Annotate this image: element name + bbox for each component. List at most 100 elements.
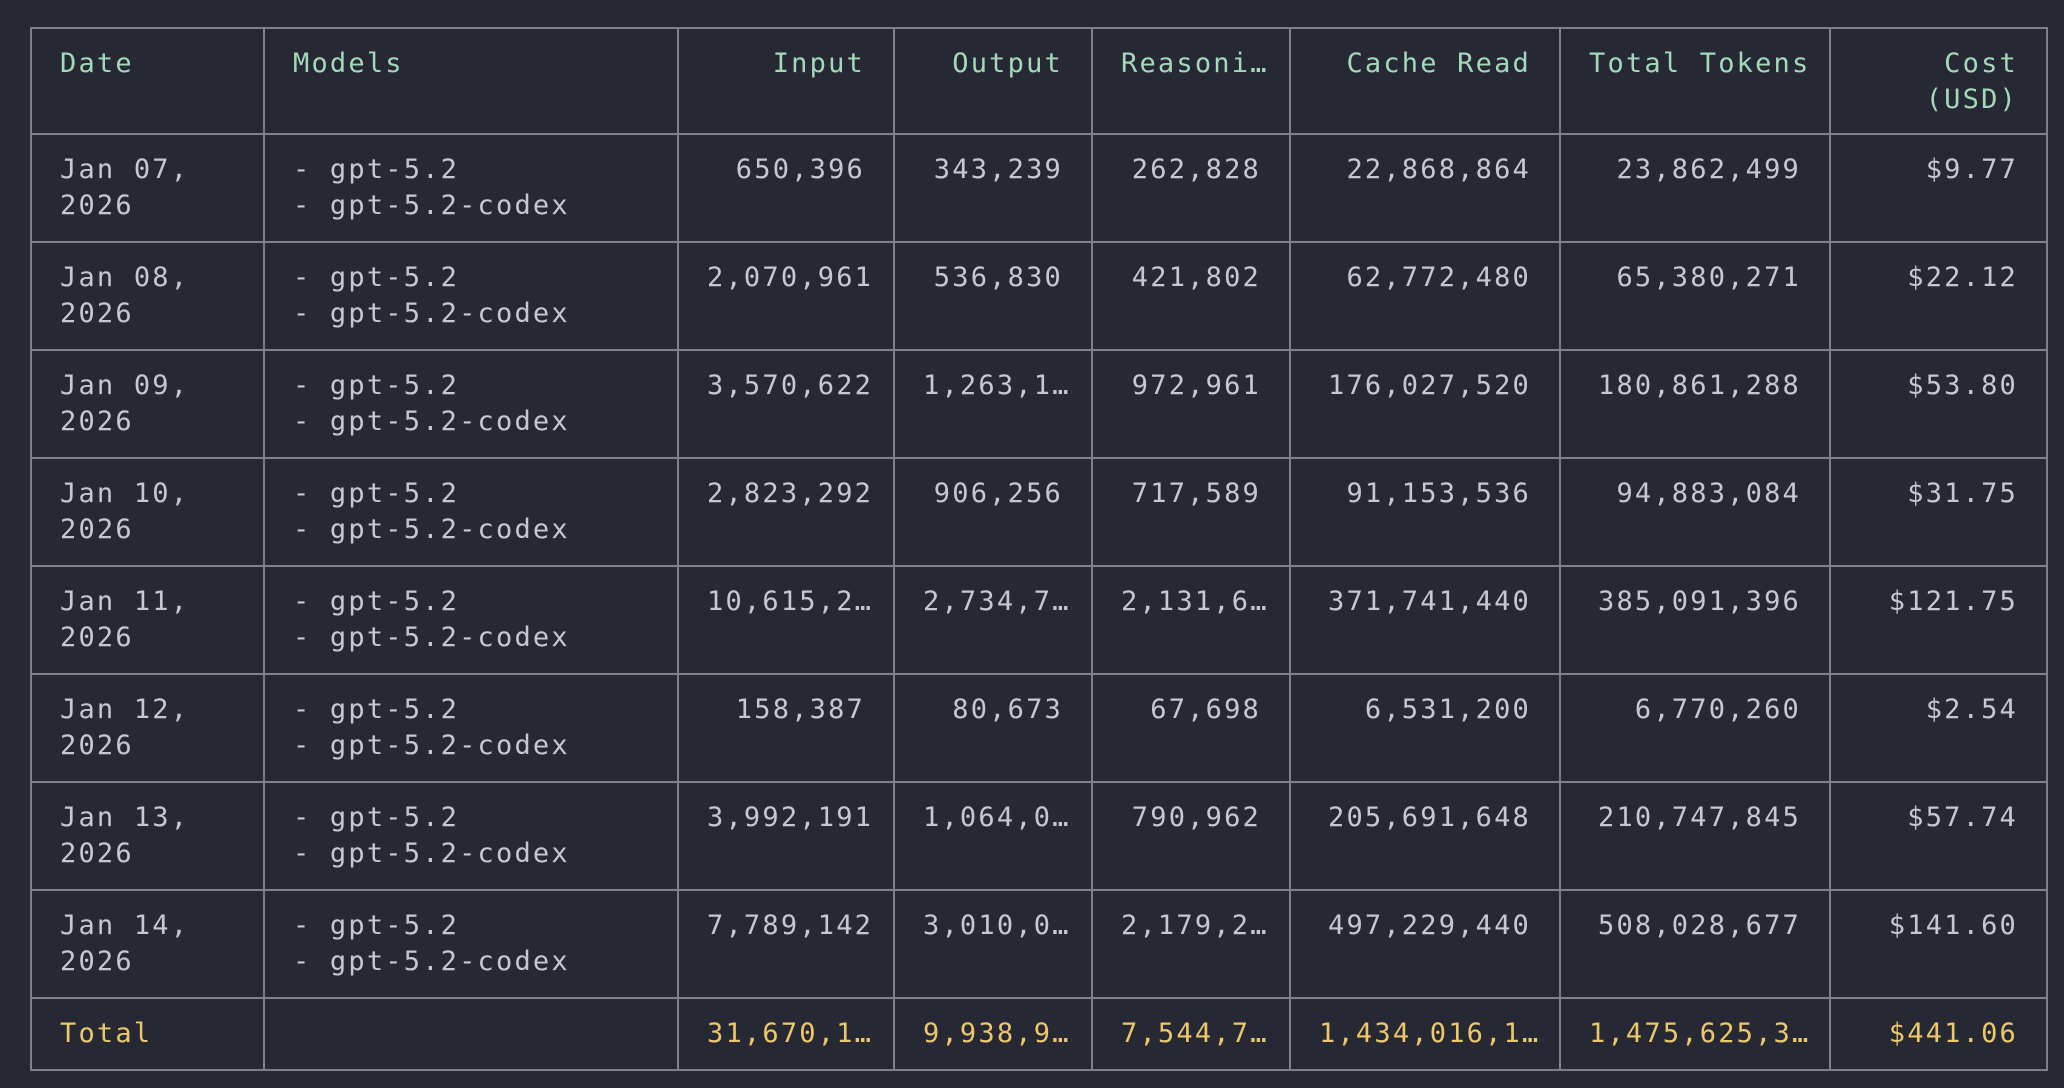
cell-reasoning: 717,589 bbox=[1091, 457, 1291, 567]
cell-date-line1: Jan 13, bbox=[60, 802, 190, 833]
cell-total-tokens: 180,861,288 bbox=[1559, 349, 1831, 459]
cell-date-line2: 2026 bbox=[60, 838, 134, 869]
cell-cache-read: 371,741,440 bbox=[1289, 565, 1561, 675]
cell-total-tokens: 6,770,260 bbox=[1559, 673, 1831, 783]
header-total-tokens: Total Tokens bbox=[1559, 27, 1831, 135]
header-cost: Cost (USD) bbox=[1829, 27, 2048, 135]
cell-output: 1,064,0… bbox=[893, 781, 1093, 891]
cell-models: - gpt-5.2 - gpt-5.2-codex bbox=[263, 457, 679, 567]
cell-date-line2: 2026 bbox=[60, 190, 134, 221]
totals-cost: $441.06 bbox=[1829, 997, 2048, 1071]
cell-model-1: - gpt-5.2 bbox=[293, 694, 460, 725]
cell-reasoning: 2,179,2… bbox=[1091, 889, 1291, 999]
cell-date: Jan 09, 2026 bbox=[30, 349, 265, 459]
cell-model-1: - gpt-5.2 bbox=[293, 262, 460, 293]
cell-model-2: - gpt-5.2-codex bbox=[293, 622, 570, 653]
header-cost-line2: (USD) bbox=[1925, 84, 2018, 115]
cell-date-line1: Jan 07, bbox=[60, 154, 190, 185]
cell-model-1: - gpt-5.2 bbox=[293, 154, 460, 185]
cell-reasoning: 2,131,6… bbox=[1091, 565, 1291, 675]
cell-date: Jan 13, 2026 bbox=[30, 781, 265, 891]
cell-input: 7,789,142 bbox=[677, 889, 895, 999]
table-row: Jan 12, 2026 - gpt-5.2 - gpt-5.2-codex 158,3… bbox=[30, 673, 2048, 783]
cell-models: - gpt-5.2 - gpt-5.2-codex bbox=[263, 349, 679, 459]
totals-output: 9,938,9… bbox=[893, 997, 1093, 1071]
cell-date: Jan 10, 2026 bbox=[30, 457, 265, 567]
cell-models: - gpt-5.2 - gpt-5.2-codex bbox=[263, 781, 679, 891]
table-row: Jan 10, 2026 - gpt-5.2 - gpt-5.2-codex 2,823… bbox=[30, 457, 2048, 567]
cell-cost: $22.12 bbox=[1829, 241, 2048, 351]
totals-row: Total 31,670,1… 9,938,9… 7,544,7… 1,434,… bbox=[30, 997, 2048, 1071]
cell-total-tokens: 65,380,271 bbox=[1559, 241, 1831, 351]
cell-model-1: - gpt-5.2 bbox=[293, 586, 460, 617]
cell-output: 2,734,7… bbox=[893, 565, 1093, 675]
header-cost-line1: Cost bbox=[1944, 48, 2018, 79]
cell-model-1: - gpt-5.2 bbox=[293, 910, 460, 941]
cell-date: Jan 07, 2026 bbox=[30, 133, 265, 243]
cell-date-line2: 2026 bbox=[60, 622, 134, 653]
cell-total-tokens: 94,883,084 bbox=[1559, 457, 1831, 567]
cell-cache-read: 205,691,648 bbox=[1289, 781, 1561, 891]
cell-date-line1: Jan 11, bbox=[60, 586, 190, 617]
header-date: Date bbox=[30, 27, 265, 135]
usage-table: Date Models Input Output Reasoni… Cache … bbox=[30, 27, 2048, 1071]
cell-model-1: - gpt-5.2 bbox=[293, 370, 460, 401]
cell-reasoning: 972,961 bbox=[1091, 349, 1291, 459]
header-models: Models bbox=[263, 27, 679, 135]
cell-model-1: - gpt-5.2 bbox=[293, 478, 460, 509]
cell-model-2: - gpt-5.2-codex bbox=[293, 838, 570, 869]
totals-cache-read: 1,434,016,1… bbox=[1289, 997, 1561, 1071]
cell-cache-read: 91,153,536 bbox=[1289, 457, 1561, 567]
cell-date-line1: Jan 14, bbox=[60, 910, 190, 941]
cell-date-line2: 2026 bbox=[60, 730, 134, 761]
cell-model-2: - gpt-5.2-codex bbox=[293, 730, 570, 761]
cell-cost: $9.77 bbox=[1829, 133, 2048, 243]
cell-models: - gpt-5.2 - gpt-5.2-codex bbox=[263, 889, 679, 999]
cell-date-line2: 2026 bbox=[60, 514, 134, 545]
table-row: Jan 14, 2026 - gpt-5.2 - gpt-5.2-codex 7,789… bbox=[30, 889, 2048, 999]
cell-date-line2: 2026 bbox=[60, 946, 134, 977]
cell-date-line1: Jan 12, bbox=[60, 694, 190, 725]
cell-reasoning: 790,962 bbox=[1091, 781, 1291, 891]
cell-date-line1: Jan 08, bbox=[60, 262, 190, 293]
terminal-output: Date Models Input Output Reasoni… Cache … bbox=[30, 27, 2048, 1071]
cell-total-tokens: 508,028,677 bbox=[1559, 889, 1831, 999]
cell-models: - gpt-5.2 - gpt-5.2-codex bbox=[263, 241, 679, 351]
cell-output: 1,263,1… bbox=[893, 349, 1093, 459]
cell-reasoning: 421,802 bbox=[1091, 241, 1291, 351]
cell-model-1: - gpt-5.2 bbox=[293, 802, 460, 833]
header-output: Output bbox=[893, 27, 1093, 135]
totals-total-tokens: 1,475,625,3… bbox=[1559, 997, 1831, 1071]
cell-input: 158,387 bbox=[677, 673, 895, 783]
cell-input: 2,070,961 bbox=[677, 241, 895, 351]
table-row: Jan 11, 2026 - gpt-5.2 - gpt-5.2-codex 10,61… bbox=[30, 565, 2048, 675]
cell-total-tokens: 23,862,499 bbox=[1559, 133, 1831, 243]
table-row: Jan 08, 2026 - gpt-5.2 - gpt-5.2-codex 2,070… bbox=[30, 241, 2048, 351]
totals-reasoning: 7,544,7… bbox=[1091, 997, 1291, 1071]
table-body: Jan 07, 2026 - gpt-5.2 - gpt-5.2-codex 650,3… bbox=[30, 133, 2048, 999]
cell-model-2: - gpt-5.2-codex bbox=[293, 298, 570, 329]
table-row: Jan 07, 2026 - gpt-5.2 - gpt-5.2-codex 650,3… bbox=[30, 133, 2048, 243]
header-input: Input bbox=[677, 27, 895, 135]
cell-date: Jan 12, 2026 bbox=[30, 673, 265, 783]
cell-model-2: - gpt-5.2-codex bbox=[293, 190, 570, 221]
cell-date: Jan 08, 2026 bbox=[30, 241, 265, 351]
cell-reasoning: 67,698 bbox=[1091, 673, 1291, 783]
totals-label: Total bbox=[30, 997, 265, 1071]
cell-date: Jan 11, 2026 bbox=[30, 565, 265, 675]
totals-input: 31,670,1… bbox=[677, 997, 895, 1071]
cell-output: 536,830 bbox=[893, 241, 1093, 351]
cell-total-tokens: 210,747,845 bbox=[1559, 781, 1831, 891]
cell-model-2: - gpt-5.2-codex bbox=[293, 514, 570, 545]
cell-input: 3,992,191 bbox=[677, 781, 895, 891]
cell-model-2: - gpt-5.2-codex bbox=[293, 406, 570, 437]
cell-cache-read: 62,772,480 bbox=[1289, 241, 1561, 351]
cell-cache-read: 497,229,440 bbox=[1289, 889, 1561, 999]
cell-date: Jan 14, 2026 bbox=[30, 889, 265, 999]
cell-cost: $2.54 bbox=[1829, 673, 2048, 783]
cell-date-line2: 2026 bbox=[60, 406, 134, 437]
header-cache-read: Cache Read bbox=[1289, 27, 1561, 135]
cell-cache-read: 6,531,200 bbox=[1289, 673, 1561, 783]
cell-cost: $121.75 bbox=[1829, 565, 2048, 675]
header-reasoning: Reasoni… bbox=[1091, 27, 1291, 135]
